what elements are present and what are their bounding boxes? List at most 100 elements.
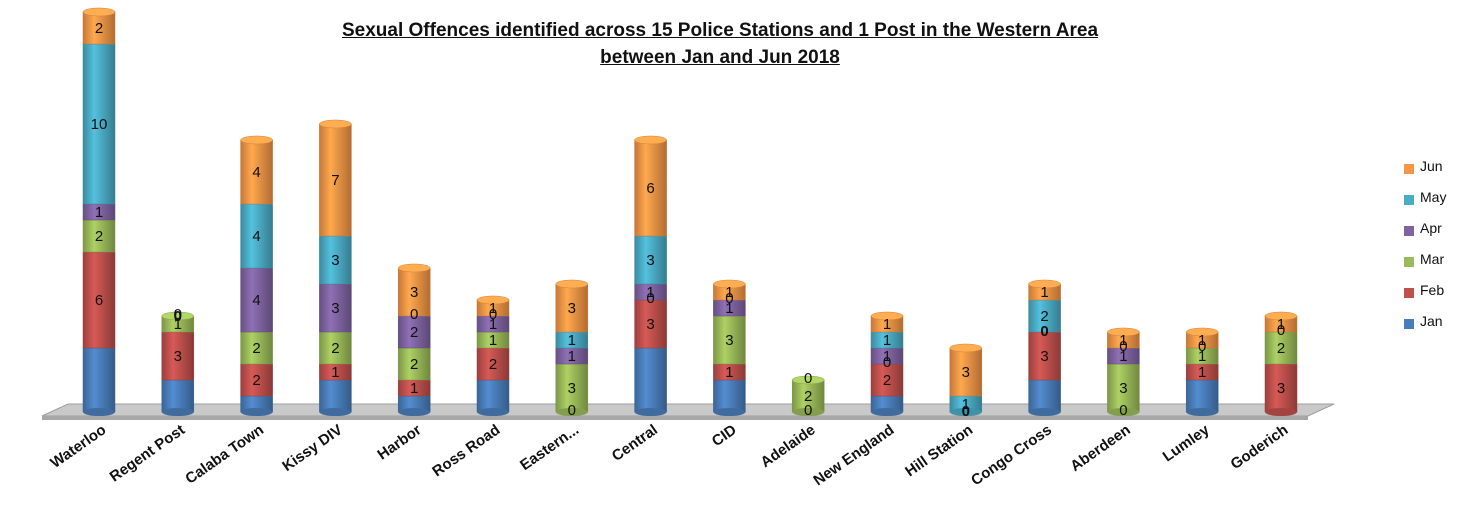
data-label: 0 xyxy=(646,290,654,307)
data-label: 0 xyxy=(1277,322,1285,339)
x-tick-label: Lumley xyxy=(1160,421,1213,465)
x-tick-label: Waterloo xyxy=(47,421,109,471)
data-label: 1 xyxy=(410,380,418,397)
legend-swatch xyxy=(1404,257,1414,267)
bar-base-cap xyxy=(871,408,903,416)
x-tick-label: Central xyxy=(609,421,661,465)
bar-top-cap xyxy=(240,135,273,145)
data-label: 2 xyxy=(410,356,418,373)
data-label: 6 xyxy=(646,180,654,197)
data-label: 1 xyxy=(568,348,576,365)
data-label: 4 xyxy=(252,292,260,309)
bar-group-adelaide: 020 xyxy=(791,370,825,419)
legend-label: Mar xyxy=(1420,251,1445,267)
data-label: 1 xyxy=(1277,316,1285,333)
bar-top-cap xyxy=(397,263,431,273)
bar-base-cap xyxy=(319,408,352,416)
data-label-extra: 0 xyxy=(174,308,182,325)
x-tick-label: Eastern... xyxy=(517,421,582,474)
bar-base-cap xyxy=(792,408,825,416)
data-label: 1 xyxy=(883,316,891,333)
bar-group-eastern-: 0 3 11 3 xyxy=(555,279,589,419)
legend-swatch xyxy=(1404,288,1414,298)
chart-title-line-2: between Jan and Jun 2018 xyxy=(600,47,840,68)
data-label: 1 xyxy=(174,316,182,333)
data-label: 2 xyxy=(1040,308,1048,325)
data-label: 3 xyxy=(1040,348,1048,365)
bar-segment-jan xyxy=(476,379,510,413)
bar-group-congo-cross: 3 2 1 xyxy=(1028,279,1061,416)
bar-top-cap xyxy=(1264,311,1298,321)
bar-base-cap xyxy=(949,408,982,416)
x-tick-label: Kissy DIV xyxy=(279,421,345,475)
bar-segment-feb xyxy=(161,331,195,381)
bar-group-waterloo: 6 2 1 10 2 xyxy=(82,7,116,416)
bar-segment-jun xyxy=(240,139,273,205)
bar-top-cap xyxy=(82,7,116,17)
bar-segment-mar xyxy=(82,219,116,253)
data-label: 3 xyxy=(646,316,654,333)
data-label: 3 xyxy=(174,348,182,365)
legend-swatch xyxy=(1404,319,1414,329)
data-label: 1 xyxy=(883,348,891,365)
data-label: 3 xyxy=(331,252,339,269)
bar-segment-may xyxy=(1028,299,1061,333)
bar-group-calaba-town: 2 2 4 4 4 xyxy=(240,135,273,416)
data-label: 1 xyxy=(725,300,733,317)
legend-item-mar: Mar xyxy=(1402,251,1468,282)
data-label: 1 xyxy=(883,332,891,349)
data-label: 3 xyxy=(1277,380,1285,397)
bar-segment-mar xyxy=(1264,331,1298,365)
data-label: 3 xyxy=(962,364,970,381)
data-label: 2 xyxy=(331,340,339,357)
data-label: 2 xyxy=(252,340,260,357)
x-tick-label: Congo Cross xyxy=(968,421,1055,489)
x-tick-label: Aberdeen xyxy=(1067,421,1133,475)
bar-segment-jan xyxy=(1185,379,1219,413)
bar-group-hill-station: 13 xyxy=(949,343,983,416)
legend-label: Jun xyxy=(1420,158,1443,174)
legend-item-jun: Jun xyxy=(1402,158,1468,189)
bar-segment-feb xyxy=(1264,363,1298,413)
bar-top-cap xyxy=(1185,327,1219,337)
bar-base-cap xyxy=(161,408,194,416)
data-label: 0 xyxy=(1119,402,1127,419)
data-label: 2 xyxy=(489,356,497,373)
legend-label: Jan xyxy=(1420,313,1443,329)
data-label: 1 xyxy=(1198,332,1206,349)
data-label: 0 xyxy=(568,402,576,419)
data-label: 3 xyxy=(410,284,418,301)
legend-label: May xyxy=(1420,189,1447,205)
bar-segment-jan xyxy=(634,347,667,413)
bar-top-cap xyxy=(476,295,510,305)
bar-segment-mar xyxy=(555,363,589,413)
data-label: 7 xyxy=(331,172,339,189)
legend-swatch xyxy=(1404,226,1414,236)
bar-top-cap xyxy=(161,311,195,321)
bar-top-cap xyxy=(1107,327,1140,337)
bar-top-cap xyxy=(1028,279,1061,289)
data-label: 0 xyxy=(883,354,891,371)
bar-segment-apr xyxy=(397,315,431,349)
legend-item-feb: Feb xyxy=(1402,282,1468,313)
data-label: 1 xyxy=(331,364,339,381)
bar-base-cap xyxy=(555,408,588,416)
data-label: 2 xyxy=(804,388,812,405)
bar-base-cap xyxy=(1265,408,1297,416)
legend-swatch xyxy=(1404,195,1414,205)
bar-segment-mar xyxy=(240,331,273,365)
legend-item-apr: Apr xyxy=(1402,220,1468,251)
data-label: 2 xyxy=(883,372,891,389)
data-label: 0 xyxy=(804,370,812,387)
x-tick-label: Adelaide xyxy=(758,421,819,471)
data-label: 2 xyxy=(410,324,418,341)
bar-segment-mar xyxy=(397,347,431,381)
bar-segment-feb xyxy=(240,363,273,397)
bar-segment-jun xyxy=(949,347,983,397)
legend-item-jan: Jan xyxy=(1402,313,1468,344)
